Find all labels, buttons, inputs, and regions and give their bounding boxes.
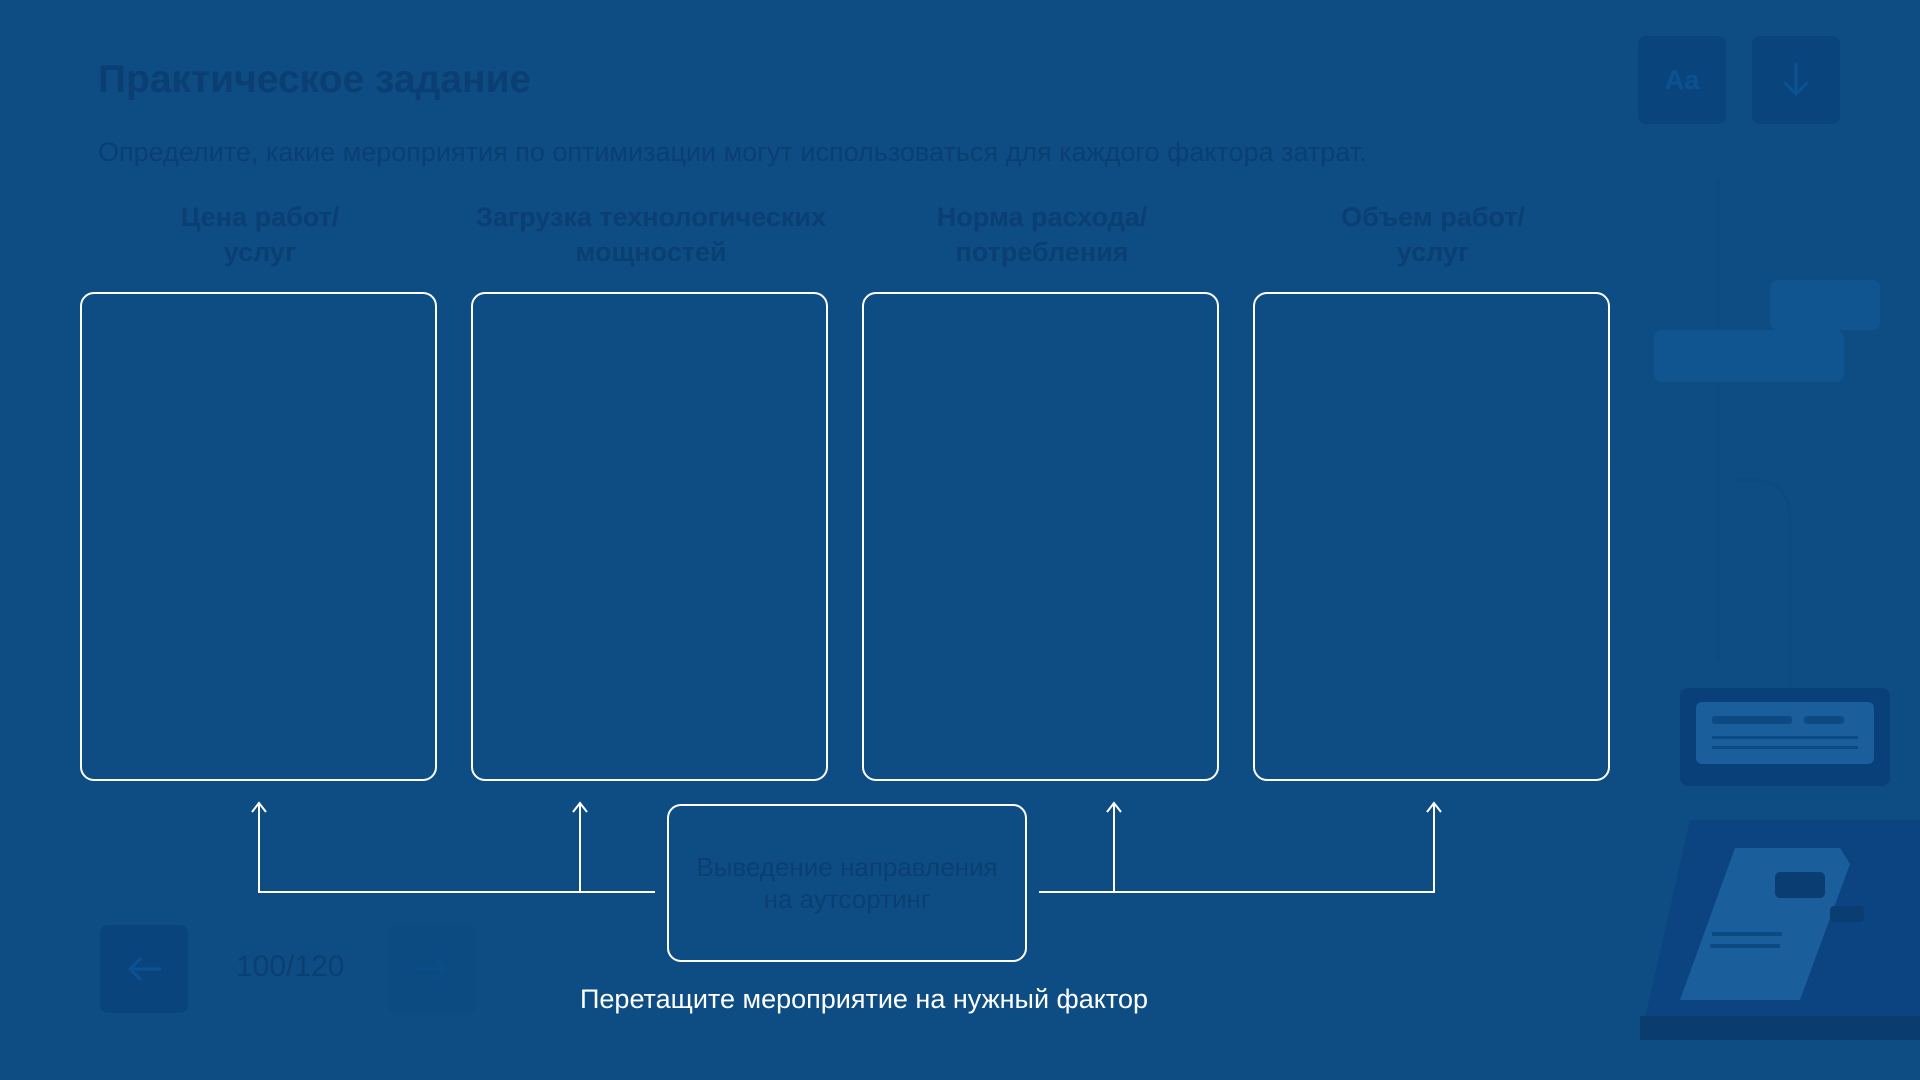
slot-divider: [88, 451, 429, 453]
column-header-line: Загрузка технологических: [475, 202, 827, 232]
dropzone-consumption[interactable]: [862, 292, 1219, 781]
arrow-left-icon: [127, 957, 162, 981]
slot-divider: [870, 451, 1211, 453]
connector-line-right: [1039, 803, 1435, 893]
column-header-capacity: Загрузка технологических мощностей: [471, 200, 831, 270]
font-size-label: Aa: [1664, 64, 1700, 95]
task-instruction: Определите, какие мероприятия по оптимиз…: [98, 137, 1367, 167]
dropzone-price[interactable]: [80, 292, 437, 781]
drag-hint: Перетащите мероприятие на нужный фактор: [580, 984, 1148, 1014]
arrowhead: [1106, 801, 1122, 813]
page-counter: 100/120: [236, 950, 345, 983]
column-header-line: потребления: [955, 237, 1129, 267]
column-header-price: Цена работ/ услуг: [80, 200, 440, 270]
arrow-right-icon: [414, 957, 449, 981]
dropzone-capacity[interactable]: [471, 292, 828, 781]
connector-line-left: [258, 803, 655, 893]
download-button[interactable]: [1752, 36, 1840, 124]
column-header-line: услуг: [223, 237, 297, 267]
arrowhead: [251, 801, 267, 813]
arrowhead: [1426, 801, 1442, 813]
card-text-line: Выведение направления: [696, 852, 998, 882]
slot-divider: [1261, 619, 1602, 621]
slot-divider: [1261, 451, 1602, 453]
card-text-line: на аутсортинг: [763, 884, 931, 914]
arrowhead: [572, 801, 588, 813]
dropzone-volume[interactable]: [1253, 292, 1610, 781]
arrow-down-icon: [1783, 62, 1809, 97]
page-title: Практическое задание: [98, 58, 532, 101]
workflow-illustration: [1640, 180, 1920, 1040]
next-page-button[interactable]: [388, 925, 476, 1013]
font-size-button[interactable]: Aa: [1638, 36, 1726, 124]
column-header-line: услуг: [1396, 237, 1470, 267]
slot-divider: [88, 619, 429, 621]
column-header-line: мощностей: [575, 237, 727, 267]
column-header-consumption: Норма расхода/ потребления: [862, 200, 1222, 270]
column-header-line: Цена работ/: [180, 202, 340, 232]
column-header-volume: Объем работ/ услуг: [1253, 200, 1613, 270]
slot-divider: [870, 619, 1211, 621]
slot-divider: [479, 619, 820, 621]
draggable-measure-card[interactable]: Выведение направления на аутсортинг: [667, 804, 1027, 962]
column-header-line: Объем работ/: [1341, 202, 1525, 232]
prev-page-button[interactable]: [100, 925, 188, 1013]
column-header-line: Норма расхода/: [936, 202, 1148, 232]
slot-divider: [479, 451, 820, 453]
